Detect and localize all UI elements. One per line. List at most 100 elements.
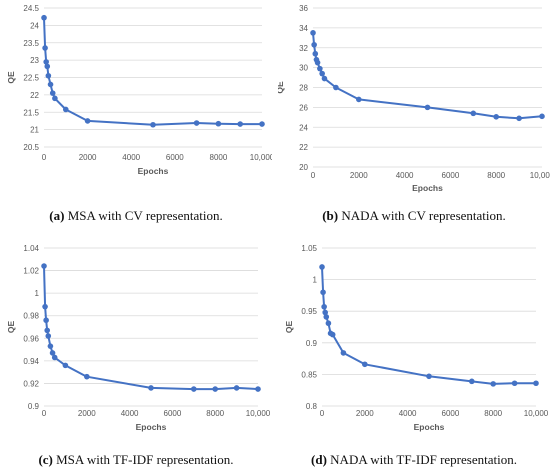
xtick-label-d-4: 8000 (484, 409, 502, 418)
data-point-a-1 (42, 45, 48, 51)
data-point-a-8 (63, 106, 69, 113)
data-point-d-13 (511, 380, 518, 387)
data-point-c-13 (233, 385, 240, 391)
ytick-label-b-7: 34 (299, 24, 308, 33)
data-point-b-8 (333, 84, 339, 91)
series-line-a-0 (43, 17, 262, 126)
ytick-label-a-2: 21.5 (23, 108, 39, 117)
caption-d-tag: (d) (311, 452, 327, 467)
ytick-label-a-7: 24 (30, 21, 39, 30)
y-axis-title-a: QE (6, 71, 16, 84)
ytick-label-c-1: 0.92 (23, 379, 39, 388)
ytick-label-a-0: 20.5 (23, 143, 39, 152)
chart-b-svg: 20 22 24 26 28 30 32 34 36 0 2000 4000 6000 8000 10,00… (278, 4, 550, 193)
xtick-label-a-1: 2000 (79, 153, 97, 162)
data-point-a-9 (84, 118, 91, 124)
data-point-d-4 (323, 314, 330, 320)
ytick-label-a-4: 22.5 (23, 74, 39, 83)
data-point-d-1 (320, 289, 326, 296)
data-point-b-14 (539, 113, 545, 120)
caption-c-tag: (c) (38, 452, 53, 467)
data-point-d-3 (322, 309, 329, 316)
ytick-label-d-0: 0.8 (306, 402, 318, 411)
data-point-d-5 (325, 320, 332, 327)
data-point-c-1 (42, 303, 48, 310)
caption-b-tag: (b) (322, 208, 339, 223)
xtick-label-d-3: 6000 (442, 409, 460, 418)
data-point-c-0 (41, 263, 47, 269)
caption-d-text: NADA with TF-IDF representation. (326, 452, 517, 467)
data-point-c-4 (45, 333, 52, 339)
xtick-label-c-5: 10,000 (246, 409, 271, 418)
data-point-b-13 (516, 115, 522, 122)
caption-b: (b) NADA with CV representation. (278, 208, 550, 224)
data-point-b-2 (312, 50, 319, 57)
xtick-label-c-4: 8000 (206, 409, 224, 418)
data-point-d-14 (533, 380, 539, 387)
ytick-label-d-3: 0.95 (301, 307, 317, 316)
ytick-label-d-1: 0.85 (301, 370, 317, 379)
data-point-a-13 (237, 121, 243, 127)
data-point-c-11 (191, 386, 197, 392)
data-point-b-1 (311, 41, 317, 48)
ytick-label-c-6: 1.02 (23, 267, 39, 276)
ytick-label-b-2: 24 (299, 123, 308, 132)
ytick-label-a-6: 23.5 (23, 39, 39, 48)
series-line-c-0 (43, 266, 259, 391)
ytick-label-c-4: 0.98 (23, 312, 39, 321)
chart-a-svg: 20.5 21 21.5 22 22.5 23 23.5 24 24.5 0 2000 4000 600… (6, 4, 272, 176)
data-point-a-0 (41, 14, 47, 21)
chart-panel-c: 0.9 0.92 0.94 0.96 0.98 1 1.02 1.04 0 2000 4000 600… (0, 240, 272, 446)
ytick-label-a-1: 21 (30, 126, 39, 135)
xtick-label-a-3: 6000 (166, 153, 184, 162)
xtick-label-c-0: 0 (42, 409, 47, 418)
data-point-a-7 (52, 95, 58, 102)
ytick-label-b-0: 20 (299, 163, 308, 172)
data-point-b-0 (310, 30, 316, 36)
ytick-label-b-6: 32 (299, 44, 308, 53)
ytick-label-b-3: 26 (299, 103, 308, 112)
xtick-label-d-2: 4000 (399, 409, 417, 418)
chart-panel-a: 20.5 21 21.5 22 22.5 23 23.5 24 24.5 0 2000 4000 600… (0, 0, 272, 202)
data-point-b-9 (356, 96, 362, 103)
ytick-label-d-2: 0.9 (306, 339, 318, 348)
data-point-c-7 (51, 354, 58, 361)
ytick-label-c-5: 1 (35, 289, 40, 298)
data-point-b-6 (319, 70, 325, 77)
caption-c-text: MSA with TF-IDF representation. (52, 452, 234, 467)
ytick-label-d-4: 1 (313, 276, 318, 285)
xtick-label-a-4: 8000 (210, 153, 228, 162)
xtick-label-b-1: 2000 (350, 171, 368, 180)
xtick-label-b-4: 8000 (487, 171, 505, 180)
xtick-label-c-2: 4000 (121, 409, 139, 418)
caption-c: (c) MSA with TF-IDF representation. (0, 452, 272, 468)
data-point-a-3 (44, 63, 51, 70)
x-axis-title-a: Epochs (138, 166, 169, 176)
data-point-b-10 (424, 104, 431, 111)
caption-a-text: MSA with CV representation. (64, 208, 223, 223)
data-point-c-10 (148, 385, 154, 391)
data-point-d-11 (469, 378, 475, 385)
data-point-c-14 (255, 386, 261, 392)
y-axis-title-d: QE (284, 321, 294, 334)
data-point-c-2 (43, 317, 49, 324)
data-point-b-4 (314, 59, 321, 66)
x-axis-title-d: Epochs (414, 422, 445, 432)
ytick-label-a-3: 22 (30, 91, 39, 100)
data-point-c-6 (49, 350, 56, 356)
x-axis-title-c: Epochs (136, 422, 167, 432)
xtick-label-b-5: 10,000 (530, 171, 550, 180)
data-point-a-14 (259, 121, 265, 127)
xtick-label-b-3: 6000 (442, 171, 460, 180)
data-point-a-2 (43, 59, 49, 65)
ytick-label-c-0: 0.9 (28, 402, 40, 411)
xtick-label-a-5: 10,000 (250, 153, 272, 162)
ytick-label-c-2: 0.94 (23, 357, 39, 366)
xtick-label-a-2: 4000 (122, 153, 140, 162)
xtick-label-b-2: 4000 (396, 171, 414, 180)
caption-b-text: NADA with CV representation. (338, 208, 506, 223)
ytick-label-b-8: 36 (299, 4, 308, 13)
xtick-label-d-1: 2000 (356, 409, 374, 418)
caption-a-tag: (a) (49, 208, 65, 223)
